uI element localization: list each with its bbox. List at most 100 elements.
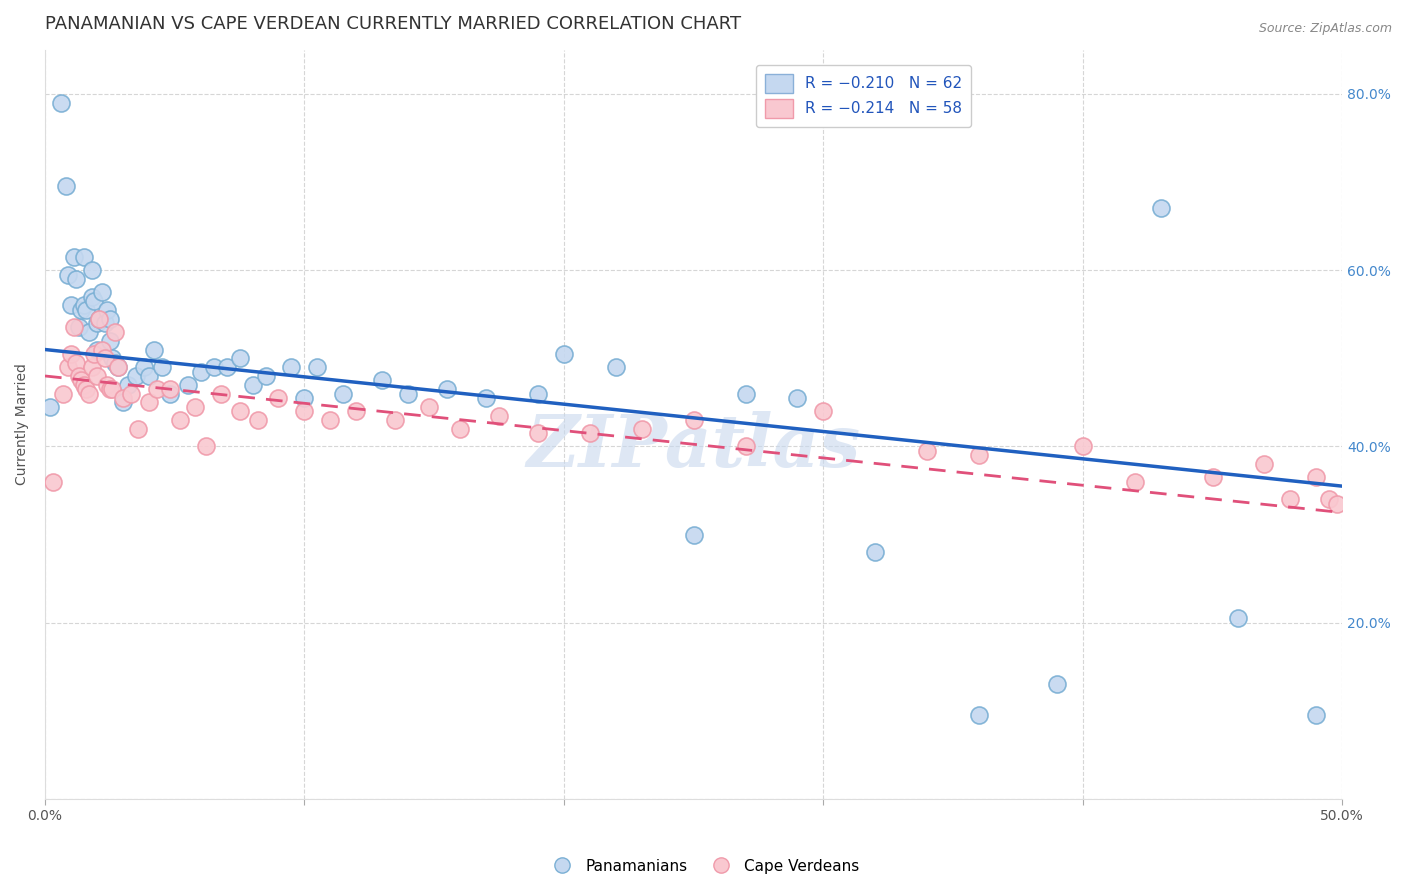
Point — [49, 95, 72, 110]
Point — [202, 360, 225, 375]
Point — [101, 351, 124, 366]
Point — [579, 426, 602, 441]
Legend: R = −0.210   N = 62, R = −0.214   N = 58: R = −0.210 N = 62, R = −0.214 N = 58 — [756, 65, 972, 127]
Point — [267, 391, 290, 405]
Point — [117, 377, 139, 392]
Point — [70, 373, 93, 387]
Point — [1071, 440, 1094, 454]
Point — [553, 347, 575, 361]
Point — [150, 360, 173, 375]
Point — [86, 316, 108, 330]
Point — [132, 360, 155, 375]
Point — [120, 386, 142, 401]
Point — [228, 404, 250, 418]
Point — [98, 334, 121, 348]
Point — [527, 386, 550, 401]
Point — [307, 360, 329, 375]
Point — [1123, 475, 1146, 489]
Point — [104, 325, 127, 339]
Point — [76, 302, 98, 317]
Point — [93, 351, 115, 366]
Point — [280, 360, 302, 375]
Point — [159, 386, 181, 401]
Point — [83, 347, 105, 361]
Point — [77, 386, 100, 401]
Point — [1279, 492, 1302, 507]
Point — [91, 285, 114, 300]
Point — [371, 373, 394, 387]
Point — [125, 368, 148, 383]
Point — [77, 325, 100, 339]
Point — [967, 708, 990, 723]
Point — [786, 391, 808, 405]
Point — [89, 311, 111, 326]
Point — [184, 400, 207, 414]
Point — [65, 356, 87, 370]
Point — [138, 395, 160, 409]
Point — [70, 302, 93, 317]
Point — [254, 368, 277, 383]
Point — [682, 413, 704, 427]
Legend: Panamanians, Cape Verdeans: Panamanians, Cape Verdeans — [541, 853, 865, 880]
Point — [1317, 492, 1340, 507]
Point — [145, 382, 167, 396]
Point — [98, 311, 121, 326]
Point — [80, 360, 103, 375]
Point — [332, 386, 354, 401]
Point — [73, 377, 96, 392]
Point — [107, 360, 129, 375]
Point — [176, 377, 198, 392]
Point — [967, 448, 990, 462]
Point — [111, 391, 134, 405]
Point — [52, 386, 75, 401]
Point — [96, 302, 118, 317]
Point — [194, 440, 217, 454]
Point — [104, 356, 127, 370]
Point — [58, 360, 80, 375]
Point — [93, 316, 115, 330]
Point — [80, 263, 103, 277]
Point — [142, 343, 165, 357]
Point — [294, 404, 316, 418]
Point — [449, 422, 471, 436]
Point — [59, 298, 82, 312]
Point — [159, 382, 181, 396]
Point — [138, 368, 160, 383]
Point — [76, 382, 98, 396]
Point — [89, 311, 111, 326]
Point — [55, 179, 77, 194]
Point — [107, 360, 129, 375]
Point — [344, 404, 367, 418]
Point — [246, 413, 269, 427]
Point — [1149, 202, 1171, 216]
Point — [630, 422, 652, 436]
Point — [73, 298, 96, 312]
Point — [1253, 457, 1275, 471]
Point — [813, 404, 835, 418]
Point — [62, 320, 84, 334]
Point — [475, 391, 498, 405]
Point — [86, 343, 108, 357]
Point — [294, 391, 316, 405]
Point — [915, 443, 938, 458]
Point — [418, 400, 440, 414]
Point — [1227, 611, 1250, 625]
Point — [228, 351, 250, 366]
Point — [67, 368, 90, 383]
Point — [215, 360, 238, 375]
Text: Source: ZipAtlas.com: Source: ZipAtlas.com — [1258, 22, 1392, 36]
Point — [605, 360, 627, 375]
Point — [62, 250, 84, 264]
Point — [682, 527, 704, 541]
Point — [58, 268, 80, 282]
Point — [1305, 470, 1327, 484]
Point — [59, 347, 82, 361]
Point — [96, 377, 118, 392]
Text: ZIPatlas: ZIPatlas — [527, 411, 860, 483]
Point — [83, 293, 105, 308]
Point — [91, 343, 114, 357]
Point — [169, 413, 191, 427]
Y-axis label: Currently Married: Currently Married — [15, 364, 30, 485]
Point — [80, 290, 103, 304]
Point — [86, 368, 108, 383]
